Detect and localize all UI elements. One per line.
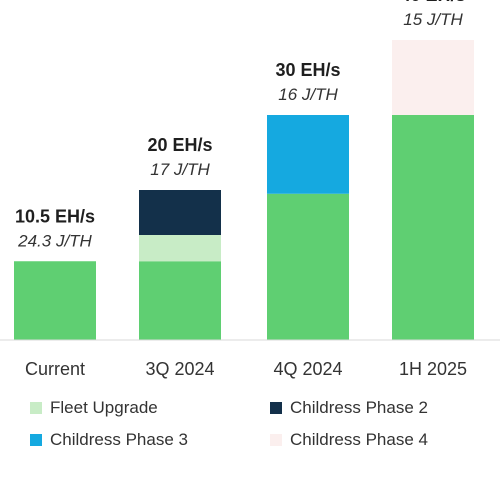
legend-swatch (30, 402, 42, 414)
legend-label: Childress Phase 3 (50, 430, 188, 449)
legend-item-childress-phase-3: Childress Phase 3 (30, 430, 270, 450)
bar-segment-4q-2024-childress-phase-3 (267, 115, 349, 194)
efficiency-label-3q-2024: 17 J/TH (150, 160, 210, 179)
total-label-3q-2024: 20 EH/s (147, 135, 212, 155)
legend: Fleet Upgrade Childress Phase 2 Childres… (30, 398, 490, 450)
x-tick-label-4q-2024: 4Q 2024 (273, 359, 342, 379)
bar-segment-3q-2024-fleet-upgrade (139, 235, 221, 262)
legend-label: Childress Phase 4 (290, 430, 428, 449)
legend-item-childress-phase-2: Childress Phase 2 (270, 398, 490, 418)
x-tick-label-1h-2025: 1H 2025 (399, 359, 467, 379)
bar-segment-1h-2025-childress-phase-4 (392, 40, 474, 115)
legend-label: Childress Phase 2 (290, 398, 428, 417)
bar-segment-1h-2025-existing-fleet (392, 115, 474, 340)
hashrate-bar-chart: 10.5 EH/s 24.3 J/TH Current 20 EH/s 17 J/TH 3… (0, 0, 500, 379)
efficiency-label-4q-2024: 16 J/TH (278, 85, 338, 104)
bars-group (14, 40, 474, 340)
bar-segment-3q-2024-childress-phase-2 (139, 190, 221, 235)
efficiency-label-current: 24.3 J/TH (17, 231, 92, 250)
bar-segment-3q-2024-existing-fleet (139, 261, 221, 340)
total-label-current: 10.5 EH/s (15, 206, 95, 226)
legend-item-childress-phase-4: Childress Phase 4 (270, 430, 490, 450)
legend-item-fleet-upgrade: Fleet Upgrade (30, 398, 270, 418)
legend-swatch (30, 434, 42, 446)
x-tick-label-3q-2024: 3Q 2024 (145, 359, 214, 379)
bar-segment-4q-2024-existing-fleet (267, 193, 349, 340)
efficiency-label-1h-2025: 15 J/TH (403, 10, 463, 29)
x-tick-label-current: Current (25, 359, 85, 379)
labels-group: 10.5 EH/s 24.3 J/TH Current 20 EH/s 17 J/TH 3… (15, 0, 467, 379)
total-label-1h-2025: 40 EH/s (400, 0, 465, 5)
bar-segment-current-existing-fleet (14, 261, 96, 340)
legend-label: Fleet Upgrade (50, 398, 158, 417)
legend-swatch (270, 434, 282, 446)
total-label-4q-2024: 30 EH/s (275, 60, 340, 80)
legend-swatch (270, 402, 282, 414)
